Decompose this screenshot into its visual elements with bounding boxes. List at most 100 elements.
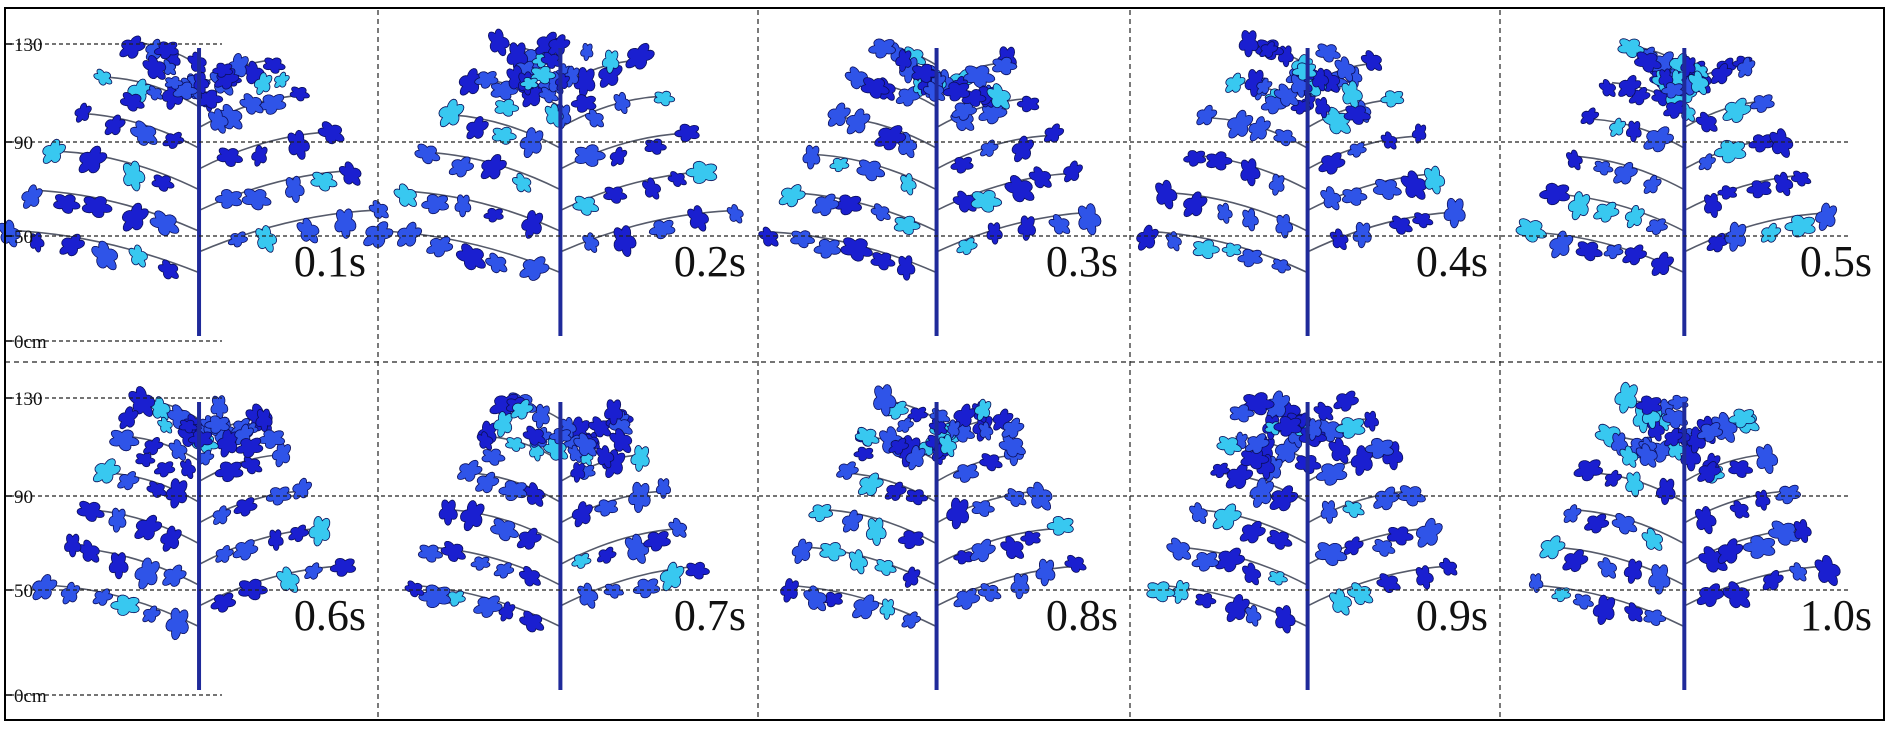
plant-leaf [1146, 581, 1176, 603]
plant-leaf [1000, 535, 1025, 560]
plant-leaf [977, 583, 1002, 602]
plant-branch [1553, 546, 1685, 586]
plant-leaf [179, 458, 196, 479]
plant-leaf [630, 444, 650, 472]
plant-leaf [470, 556, 491, 571]
time-label: 0.7s [674, 591, 746, 640]
plant-leaf [870, 203, 891, 222]
plant-leaf [475, 471, 500, 494]
plant-leaf [511, 172, 532, 193]
plant-leaf [1380, 131, 1398, 150]
plant-branch [1307, 173, 1436, 212]
plant-leaf [1648, 564, 1671, 595]
plant-leaf [308, 515, 331, 547]
plant-leaf [1237, 248, 1263, 268]
plant-leaf [21, 184, 43, 209]
plant-leaf [142, 605, 161, 623]
plant-leaf [1697, 421, 1724, 443]
plant-leaf [1020, 530, 1041, 546]
plant-leaf [1415, 517, 1443, 548]
plant-leaf [571, 501, 593, 528]
plant-leaf [253, 72, 273, 96]
plant-leaf [1017, 215, 1037, 241]
plant-leaf [1722, 97, 1752, 124]
plant-leaf [865, 517, 887, 547]
plant-leaf [1315, 462, 1348, 486]
plant-leaf [951, 100, 977, 121]
plant-leaf [215, 544, 234, 563]
plant-leaf [1320, 500, 1338, 524]
plant-leaf [1650, 251, 1675, 277]
plant-leaf [1573, 459, 1604, 482]
plant-leaf [1315, 96, 1331, 119]
plant-leaf [573, 66, 596, 98]
plant-leaf [628, 481, 651, 514]
plant-leaf [845, 108, 871, 135]
plant-leaf [438, 98, 465, 128]
plant-branch [449, 113, 561, 149]
time-label: 0.2s [674, 237, 746, 286]
plant-leaf [235, 437, 264, 458]
plant-leaf [952, 463, 980, 483]
plant-leaf [1562, 549, 1589, 573]
plant-leaf [241, 188, 272, 211]
plant-leaf [271, 441, 292, 468]
plant-leaf [1762, 569, 1784, 591]
plant-leaf [1580, 107, 1600, 125]
plant-leaf [1334, 56, 1356, 82]
plant-leaf [134, 514, 163, 541]
plant-leaf [1575, 241, 1603, 262]
plant-leaf [238, 578, 268, 601]
plant-leaf [1643, 174, 1662, 195]
plant-leaf [571, 552, 592, 569]
plant-leaf [483, 207, 504, 223]
labels-layer: 0.1s 0.2s 0.3s 0.4s 0.5s 130 90 50 0cm 0.6s 0.7s 0.… [14, 35, 1872, 707]
plant-leaf [979, 139, 999, 157]
plant-leaf [210, 592, 237, 613]
plant-leaf [836, 461, 859, 480]
time-label: 0.4s [1416, 237, 1488, 286]
height-tick-label: 90 [14, 487, 33, 508]
plant-leaf [613, 91, 631, 114]
plant-leaf [884, 481, 907, 502]
plant-leaf [1166, 537, 1192, 561]
plant-leaf [577, 582, 599, 609]
plant-leaf [1565, 149, 1583, 171]
height-tick-label: 0cm [14, 332, 47, 353]
plant-leaf [821, 591, 843, 608]
plant-branch [1683, 174, 1806, 212]
plant-leaf [338, 161, 362, 186]
plant-leaf [32, 573, 58, 601]
plant-leaf [1335, 417, 1366, 439]
plant-leaf [1372, 178, 1402, 201]
plant-leaf [1343, 105, 1371, 125]
plant-leaf [466, 115, 489, 140]
plant-leaf [168, 439, 188, 461]
plant-leaf [584, 108, 605, 128]
plant-leaf [421, 194, 450, 215]
plant-leaf [953, 587, 981, 610]
plant-leaf [868, 38, 897, 59]
plant-leaf [813, 238, 841, 259]
plant-leaf [1713, 139, 1747, 164]
plant-leaf [455, 243, 486, 271]
plant-leaf [505, 437, 526, 452]
plant-leaf [93, 68, 113, 86]
plant-leaf [334, 208, 357, 239]
plant-leaf [888, 437, 909, 455]
plant-leaf [521, 82, 545, 108]
plant-leaf [609, 146, 628, 167]
plant-leaf [1165, 231, 1182, 252]
plant-leaf [134, 557, 160, 590]
plant-branch [1307, 490, 1410, 524]
plant-leaf [643, 530, 671, 552]
plant-leaf [829, 157, 850, 173]
plant-branch [1307, 565, 1449, 607]
plant-leaf [970, 189, 1003, 213]
plant-leaf [491, 126, 517, 145]
plant-leaf [1635, 443, 1658, 468]
plant-leaf [642, 177, 662, 200]
plant-leaf [233, 497, 258, 517]
plant-leaf [848, 549, 868, 575]
plant-leaf [596, 546, 617, 564]
